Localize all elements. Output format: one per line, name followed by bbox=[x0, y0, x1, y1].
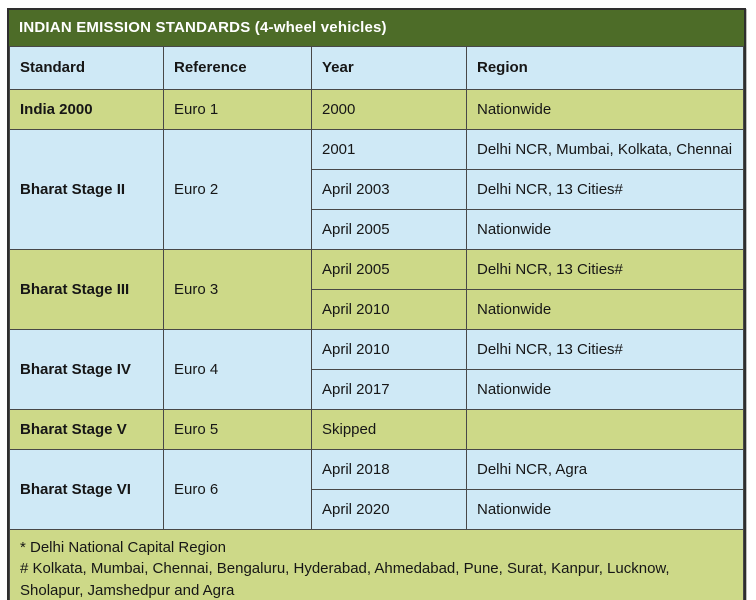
column-header-year: Year bbox=[311, 45, 467, 90]
footnotes-row: * Delhi National Capital Region # Kolkat… bbox=[9, 528, 744, 600]
year-cell: April 2017 bbox=[311, 368, 467, 410]
standard-cell: Bharat Stage IV bbox=[9, 328, 164, 410]
region-cell: Delhi NCR, 13 Cities# bbox=[466, 168, 744, 210]
reference-cell: Euro 4 bbox=[163, 328, 312, 410]
region-cell: Delhi NCR, 13 Cities# bbox=[466, 248, 744, 290]
region-cell: Nationwide bbox=[466, 368, 744, 410]
table-row: Bharat Stage VI Euro 6 April 2018 Delhi NCR… bbox=[9, 448, 744, 530]
table-row: Bharat Stage II Euro 2 2001 Delhi NCR, Mumb… bbox=[9, 128, 744, 250]
footnote-13-cities: # Kolkata, Mumbai, Chennai, Bengaluru, H… bbox=[20, 560, 670, 599]
emission-standards-table: INDIAN EMISSION STANDARDS (4-wheel vehic… bbox=[7, 8, 746, 600]
table-row: April 2020 Nationwide bbox=[10, 488, 744, 530]
table-row: India 2000 Euro 1 2000 Nationwide bbox=[9, 88, 744, 130]
standard-cell: Bharat Stage V bbox=[9, 408, 164, 450]
region-cell: Nationwide bbox=[466, 488, 744, 530]
table-row: Bharat Stage V Euro 5 Skipped bbox=[9, 408, 744, 450]
header-row: Standard Reference Year Region bbox=[9, 45, 744, 90]
standard-cell: Bharat Stage II bbox=[9, 128, 164, 250]
table-row: April 2003 Delhi NCR, 13 Cities# bbox=[10, 168, 744, 210]
year-cell: April 2010 bbox=[311, 328, 467, 370]
table-row: April 2005 Nationwide bbox=[10, 208, 744, 250]
year-cell: Skipped bbox=[311, 408, 467, 450]
year-cell: April 2005 bbox=[311, 208, 467, 250]
year-cell: April 2005 bbox=[311, 248, 467, 290]
region-cell: Delhi NCR, 13 Cities# bbox=[466, 328, 744, 370]
column-header-region: Region bbox=[466, 45, 744, 90]
year-cell: April 2010 bbox=[311, 288, 467, 330]
standard-cell: India 2000 bbox=[9, 88, 164, 130]
column-header-reference: Reference bbox=[163, 45, 312, 90]
standards-grid: Standard Reference Year Region India 200… bbox=[9, 45, 744, 600]
year-cell: 2001 bbox=[311, 128, 467, 170]
reference-cell: Euro 6 bbox=[163, 448, 312, 530]
region-cell: Delhi NCR, Mumbai, Kolkata, Chennai bbox=[466, 128, 744, 170]
footnotes-cell: * Delhi National Capital Region # Kolkat… bbox=[9, 528, 744, 600]
year-cell: 2000 bbox=[311, 88, 467, 130]
table-row: April 2010 Nationwide bbox=[10, 288, 744, 330]
reference-cell: Euro 3 bbox=[163, 248, 312, 330]
region-cell: Nationwide bbox=[466, 208, 744, 250]
table-row: April 2017 Nationwide bbox=[10, 368, 744, 410]
reference-cell: Euro 2 bbox=[163, 128, 312, 250]
reference-cell: Euro 1 bbox=[163, 88, 312, 130]
region-cell: Nationwide bbox=[466, 288, 744, 330]
year-cell: April 2020 bbox=[311, 488, 467, 530]
table-row: Bharat Stage III Euro 3 April 2005 Delhi NC… bbox=[9, 248, 744, 330]
reference-cell: Euro 5 bbox=[163, 408, 312, 450]
table-title: INDIAN EMISSION STANDARDS (4-wheel vehic… bbox=[9, 10, 744, 46]
region-cell: Nationwide bbox=[466, 88, 744, 130]
table-row: Bharat Stage IV Euro 4 April 2010 Delhi NCR… bbox=[9, 328, 744, 410]
footnote-delhi-ncr: * Delhi National Capital Region bbox=[20, 538, 226, 556]
standard-cell: Bharat Stage VI bbox=[9, 448, 164, 530]
column-header-standard: Standard bbox=[9, 45, 164, 90]
year-cell: April 2018 bbox=[311, 448, 467, 490]
region-cell: Delhi NCR, Agra bbox=[466, 448, 744, 490]
standard-cell: Bharat Stage III bbox=[9, 248, 164, 330]
region-cell bbox=[466, 408, 744, 450]
year-cell: April 2003 bbox=[311, 168, 467, 210]
